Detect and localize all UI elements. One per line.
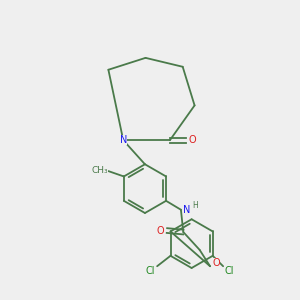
Text: CH₃: CH₃ [92,166,108,175]
Text: O: O [157,226,164,236]
Text: N: N [120,135,127,145]
Text: N: N [183,205,190,215]
Text: H: H [192,201,198,210]
Text: O: O [189,135,196,145]
Text: Cl: Cl [146,266,155,276]
Text: Cl: Cl [225,266,234,276]
Text: O: O [213,258,220,268]
